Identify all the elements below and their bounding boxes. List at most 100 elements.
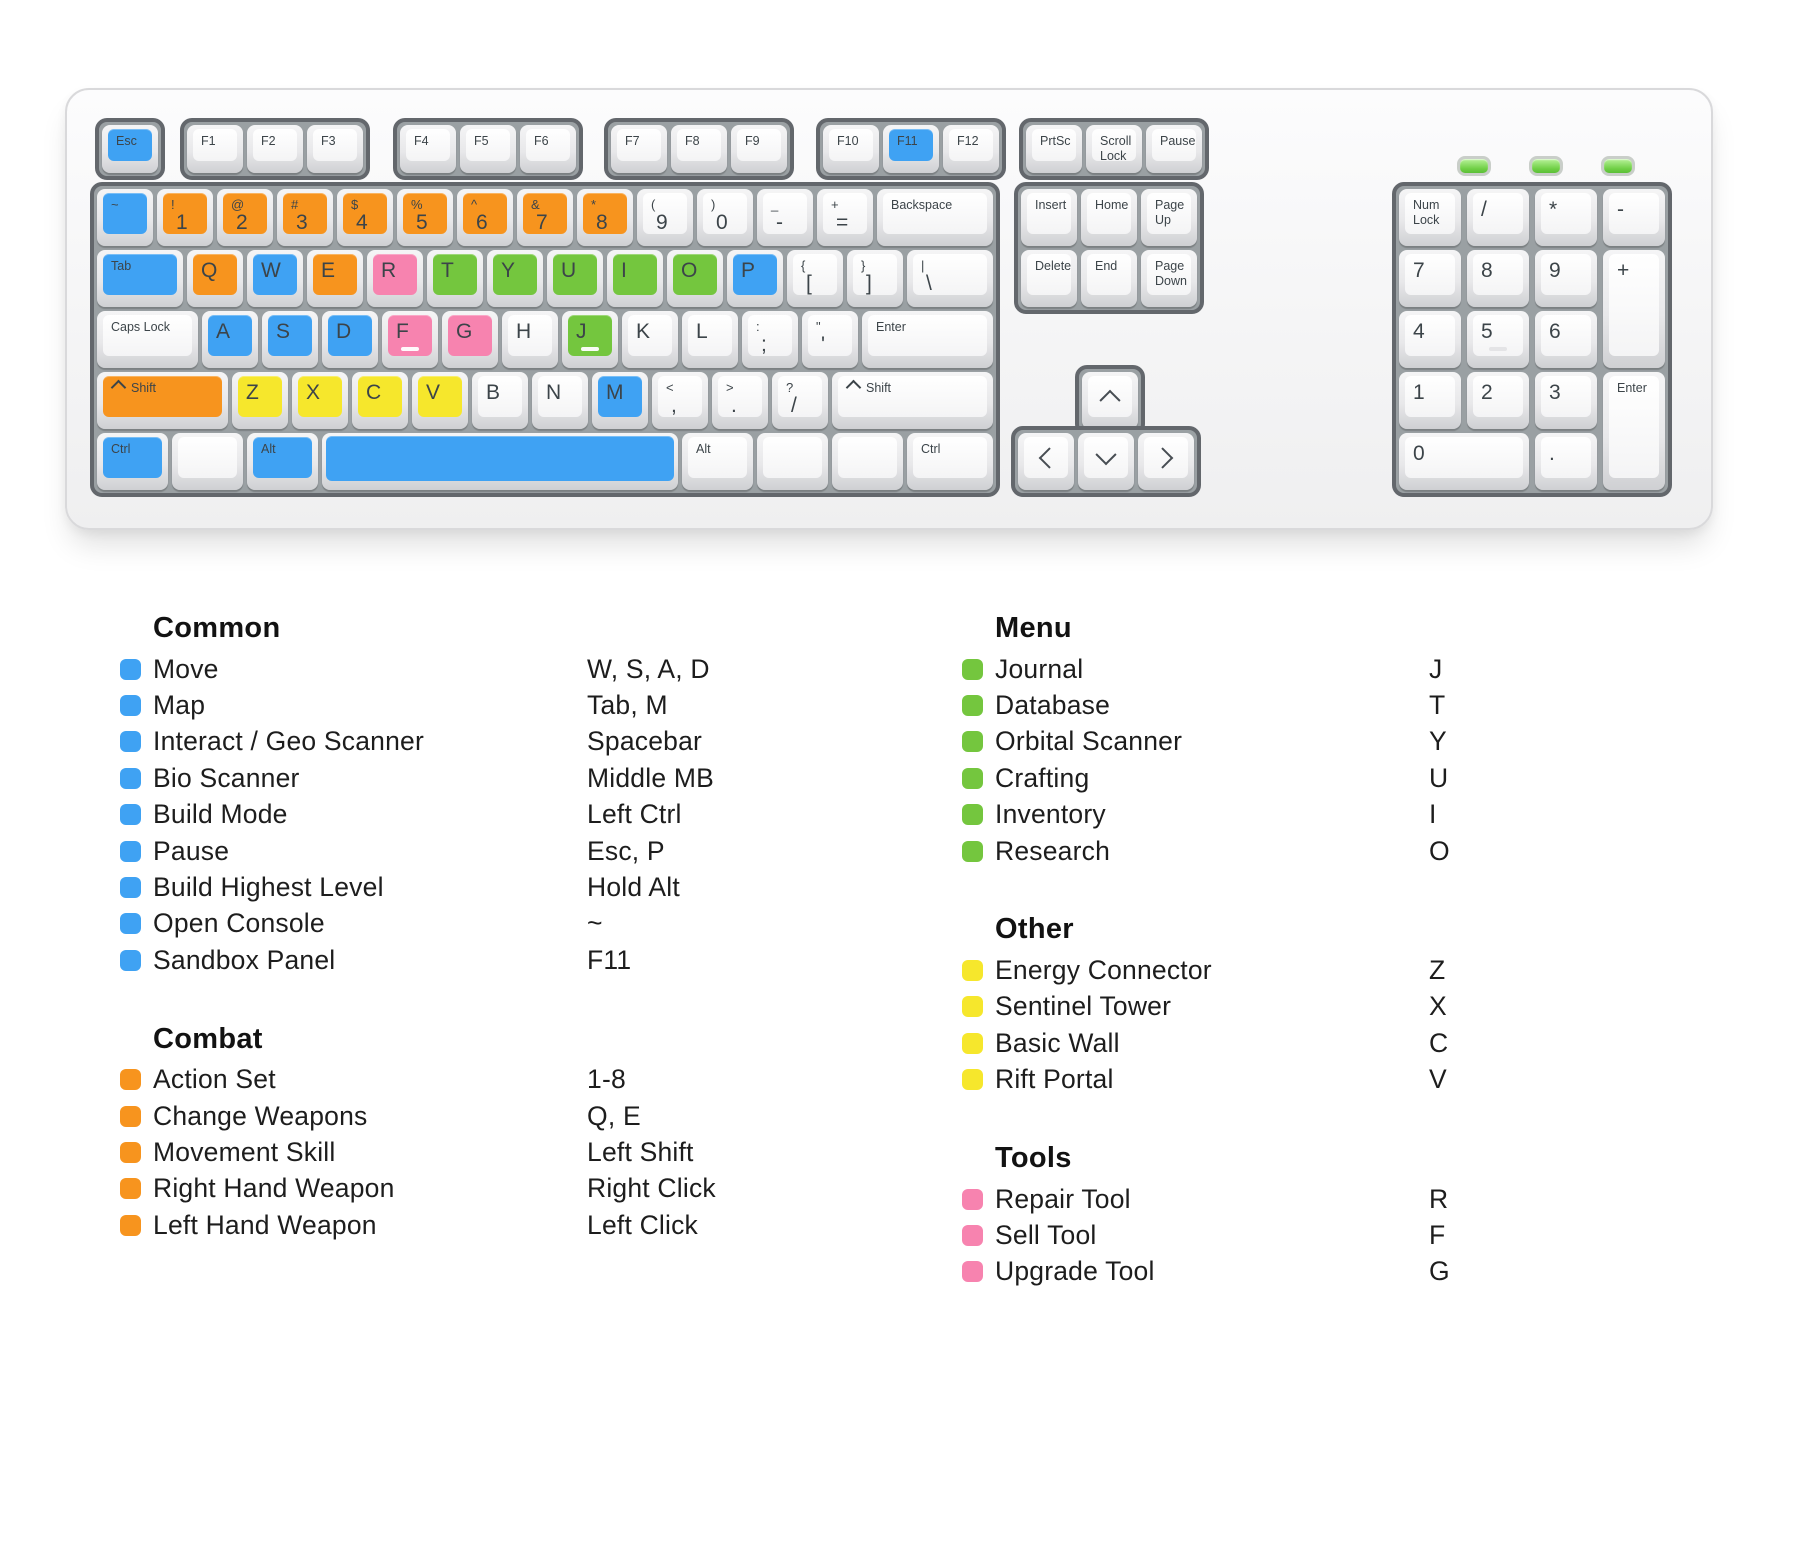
common-swatch-icon — [120, 913, 141, 935]
combat-keycap: & 7 — [523, 193, 567, 234]
keycap: . — [1541, 437, 1591, 478]
keycap: Caps Lock — [103, 315, 192, 356]
tools-swatch-icon — [962, 1188, 983, 1210]
combat-swatch-icon — [120, 1141, 141, 1163]
common-keycap: F11 — [889, 129, 933, 161]
legend-left-column: Common Move W, S, A, D Map Tab, M Interact / … — [120, 612, 840, 1287]
common-keycap — [326, 436, 674, 481]
other-keycap: X — [298, 376, 342, 417]
key-alt: Alt — [247, 433, 318, 490]
combat-swatch-icon — [120, 1069, 141, 1091]
legend-item-label: Repair Tool — [995, 1183, 1131, 1214]
legend-item: Movement Skill Left Shift — [120, 1134, 840, 1170]
legend-item: Right Hand Weapon Right Click — [120, 1171, 840, 1207]
keycap: F12 — [949, 129, 993, 161]
status-led-2 — [1529, 156, 1563, 176]
legend-item-keys: Y — [1429, 726, 1447, 757]
legend-item: Orbital Scanner Y — [962, 724, 1522, 760]
key-l: L — [682, 311, 738, 368]
key-arrow-left — [1018, 433, 1074, 490]
arrow-keys-cluster — [1011, 426, 1201, 497]
menu-keycap: I — [613, 254, 657, 295]
keycap: Shift — [838, 376, 987, 417]
legend-item-keys: Z — [1429, 955, 1446, 986]
key-j: J — [562, 311, 618, 368]
legend-item-label: Right Hand Weapon — [153, 1173, 395, 1204]
keycap: Delete — [1027, 254, 1071, 295]
legend-item-keys: W, S, A, D — [587, 653, 710, 684]
keycap: Page Up — [1147, 193, 1191, 234]
key-h: H — [502, 311, 558, 368]
key-symbol: . — [1535, 433, 1597, 490]
key-d: D — [322, 311, 378, 368]
legend-item-label: Build Mode — [153, 799, 288, 830]
nav-row-1: Insert Home Page Up — [1021, 189, 1197, 246]
legend-item-label: Pause — [153, 835, 230, 866]
key-7: & 7 — [517, 189, 573, 246]
common-keycap: A — [208, 315, 252, 356]
key-0: 0 — [1399, 433, 1529, 490]
legend-item-label: Map — [153, 690, 206, 721]
key-u: U — [547, 250, 603, 307]
key-1: 1 — [1399, 372, 1461, 429]
legend-item-label: Orbital Scanner — [995, 726, 1183, 757]
legend-item-label: Movement Skill — [153, 1136, 336, 1167]
key-row-5: Ctrl Alt Alt Ctrl — [97, 433, 993, 490]
common-keycap: Tab — [103, 254, 177, 295]
keycap: Home — [1087, 193, 1131, 234]
combat-keycap: % 5 — [403, 193, 447, 234]
tools-swatch-icon — [962, 1224, 983, 1246]
keycap: Enter — [868, 315, 987, 356]
legend-section-common: Common Move W, S, A, D Map Tab, M Interact / … — [120, 612, 840, 979]
key-2: @2 — [217, 189, 273, 246]
key-x: X — [292, 372, 348, 429]
key-tab: Tab — [97, 250, 183, 307]
keycap: / — [1473, 193, 1523, 234]
function-key-group-5: F10 F11 F12 — [816, 118, 1006, 180]
key-home: Home — [1081, 189, 1137, 246]
legend-item: Sentinel Tower X — [962, 989, 1522, 1025]
keycap: 9 — [1541, 254, 1591, 295]
other-swatch-icon — [962, 996, 983, 1018]
legend-item-keys: Esc, P — [587, 835, 665, 866]
legend-item-label: Basic Wall — [995, 1027, 1120, 1058]
legend-item-keys: Left Click — [587, 1209, 698, 1240]
key-symbol: :; — [742, 311, 798, 368]
legend-item: Move W, S, A, D — [120, 651, 840, 687]
nav-row-2: Delete End Page Down — [1021, 250, 1197, 307]
common-swatch-icon — [120, 658, 141, 680]
keycap: * — [1541, 193, 1591, 234]
legend-item-label: Interact / Geo Scanner — [153, 726, 425, 757]
keycap: {[ — [793, 254, 837, 295]
legend-item: Energy Connector Z — [962, 952, 1522, 988]
key-page-up: Page Up — [1141, 189, 1197, 246]
key-r: R — [367, 250, 423, 307]
keycap: F8 — [677, 129, 721, 161]
legend-item-keys: Right Click — [587, 1173, 716, 1204]
legend-item: Sell Tool F — [962, 1217, 1522, 1253]
legend-item-label: Sell Tool — [995, 1219, 1097, 1250]
key-7: 7 — [1399, 250, 1461, 307]
legend-item: Change Weapons Q, E — [120, 1098, 840, 1134]
legend-item: Build Mode Left Ctrl — [120, 797, 840, 833]
key-w: W — [247, 250, 303, 307]
key-symbol: >. — [712, 372, 768, 429]
other-swatch-icon — [962, 1069, 983, 1091]
shift-chevron-icon — [845, 379, 862, 396]
keyboard-body: Esc F1 F2 F3 F4 F5 F6 F7 F8 F9 F10 F11 F12 PrtSc Scrol… — [65, 88, 1713, 530]
common-keycap: Esc — [108, 129, 152, 161]
common-swatch-icon — [120, 767, 141, 789]
key-enter: Enter — [1603, 372, 1665, 490]
keycap: Num Lock — [1405, 193, 1455, 234]
key-symbol: * — [1535, 189, 1597, 246]
function-key-group-4: F7 F8 F9 — [604, 118, 794, 180]
key-f12: F12 — [943, 125, 999, 173]
combat-keycap: ^ 6 — [463, 193, 507, 234]
menu-swatch-icon — [962, 804, 983, 826]
combat-keycap: #3 — [283, 193, 327, 234]
key-symbol: - — [1603, 189, 1665, 246]
legend-section-tools: Tools Repair Tool R Sell Tool F Upgrade Tool G — [962, 1142, 1522, 1290]
combat-keycap: @2 — [223, 193, 267, 234]
key-3: #3 — [277, 189, 333, 246]
keycap: 0 — [1405, 437, 1523, 478]
